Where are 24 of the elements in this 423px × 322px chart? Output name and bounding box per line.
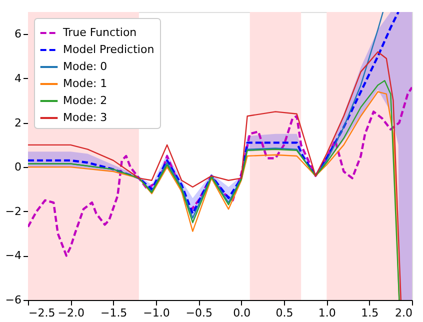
x-tick-label: −0.5 — [186, 306, 213, 320]
legend-label: Mode: 3 — [63, 111, 108, 124]
legend-label: Mode: 0 — [63, 60, 108, 73]
y-tick-label: 2 — [14, 116, 22, 130]
x-tick-label: −2.5 — [28, 306, 56, 320]
x-tick-label: −2.0 — [58, 306, 85, 320]
y-tick-label: −2 — [5, 204, 22, 218]
legend-label: Mode: 2 — [63, 94, 108, 107]
x-tick-label: −1.5 — [100, 306, 128, 320]
x-tick-label: −1.0 — [143, 306, 170, 320]
legend-label: Mode: 1 — [63, 77, 108, 90]
legend-label: True Function — [62, 26, 137, 39]
y-tick-label: 6 — [14, 28, 22, 41]
x-tick-label: 0.5 — [276, 306, 294, 320]
line-series — [28, 86, 412, 257]
x-tick-label: 0.0 — [233, 306, 251, 320]
legend-label: Model Prediction — [63, 43, 154, 56]
x-tick-label: 2.0 — [395, 306, 412, 320]
x-tick-label: 1.0 — [318, 306, 336, 320]
y-tick-label: 0 — [14, 160, 22, 174]
x-tick-label: 1.5 — [361, 306, 379, 320]
y-tick-label: 4 — [14, 72, 22, 85]
y-tick-label: −4 — [5, 249, 22, 262]
y-tick-label: −6 — [5, 294, 22, 306]
